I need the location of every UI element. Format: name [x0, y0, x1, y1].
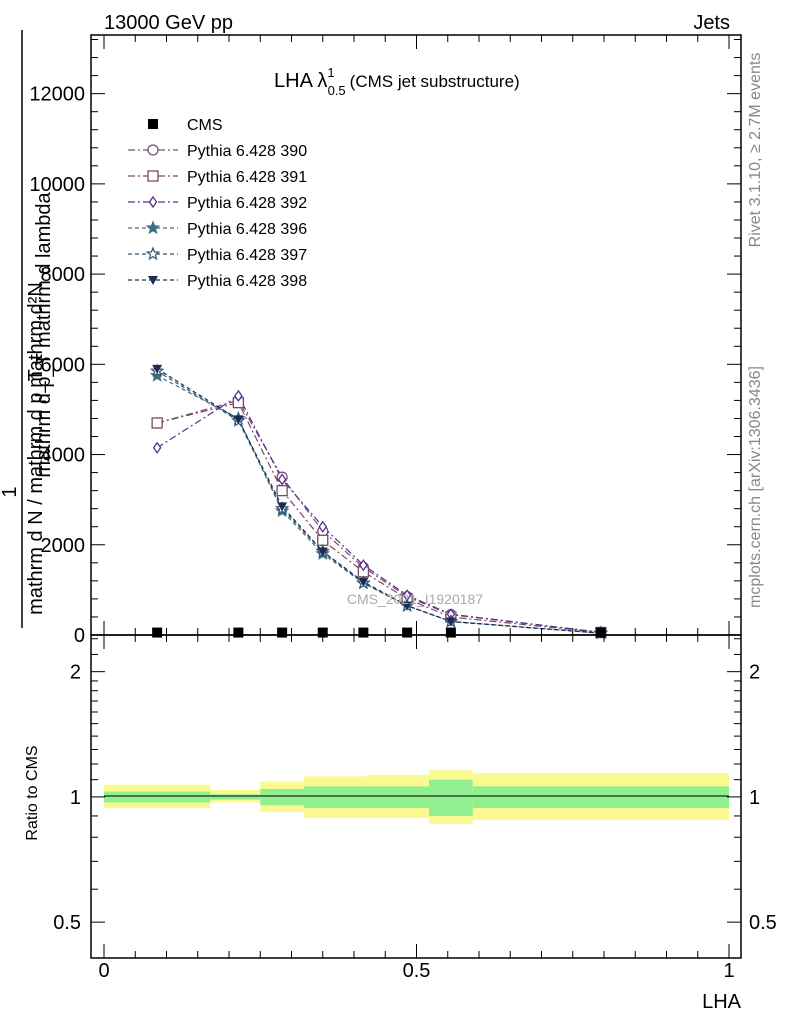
watermark: CMS_2021_I1920187 — [347, 591, 483, 607]
cms-point — [152, 627, 163, 638]
chart-title-main: LHA λ — [274, 70, 327, 92]
ratio-band-inner — [210, 794, 261, 800]
legend-item: Pythia 6.428 391 — [128, 169, 307, 186]
ratio-y-tick-label: 2 — [70, 662, 81, 684]
cms-point — [595, 627, 606, 638]
legend-marker — [147, 144, 159, 156]
header-left: 13000 GeV pp — [104, 12, 233, 34]
legend-item: Pythia 6.428 396 — [128, 220, 307, 238]
legend-marker — [148, 276, 158, 285]
ratio-y-tick-label: 1 — [70, 787, 81, 809]
series-3-point — [277, 473, 287, 486]
legend: CMS Pythia 6.428 390 Pythia 6.428 391 Pythi… — [128, 117, 307, 290]
ratio-y-tick-label-right: 0.5 — [749, 912, 777, 934]
y-tick-label: 0 — [74, 625, 85, 647]
series-6-point — [402, 601, 413, 611]
x-axis-label: LHA — [702, 991, 742, 1013]
series-line-4 — [156, 375, 601, 634]
main-panel-ticks: 0 2000 4000 6000 8000 10000 12000 — [29, 35, 741, 647]
cms-point — [277, 627, 288, 638]
ratio-y-tick-label: 0.5 — [53, 912, 81, 934]
legend-label: CMS — [187, 117, 223, 134]
y-tick-label: 10000 — [29, 174, 85, 196]
y-tick-label: 4000 — [41, 445, 86, 467]
legend-item: Pythia 6.428 390 — [128, 143, 307, 160]
ratio-band-inner — [104, 791, 211, 803]
cms-point — [358, 627, 369, 638]
header-right: Jets — [693, 12, 730, 34]
ratio-panel-frame — [90, 634, 742, 959]
chart-title-sup: 1 — [327, 65, 334, 80]
legend-label: Pythia 6.428 391 — [187, 169, 307, 186]
ratio-band-inner — [366, 786, 429, 809]
ratio-band-inner — [304, 786, 367, 809]
legend-item: Pythia 6.428 397 — [128, 246, 307, 264]
series-6-point — [233, 415, 244, 425]
series-6-point — [317, 547, 328, 557]
legend-item: Pythia 6.428 392 — [128, 195, 307, 212]
mcplots-label: mcplots.cern.ch [arXiv:1306.3436] — [747, 366, 764, 608]
y-label-frac-one: 1 — [0, 486, 21, 497]
ratio-bands — [104, 770, 729, 825]
series-3-point — [318, 520, 328, 533]
series-line-6 — [156, 368, 601, 634]
ratio-y-tick-label-right: 2 — [749, 662, 760, 684]
series-2-point — [151, 417, 163, 429]
cms-point — [317, 627, 328, 638]
ratio-panel: 0.5 0.5 1 1 2 2 0 0.5 1 Ratio to CMS LHA — [24, 634, 777, 1013]
y-label-numerator-top: mathrm d²N — [25, 282, 47, 388]
ratio-band-inner — [260, 788, 304, 806]
series-line-1 — [156, 399, 601, 633]
legend-marker — [148, 195, 158, 209]
series-2-point — [276, 484, 288, 497]
x-tick-label: 0.5 — [403, 960, 431, 982]
legend-label: Pythia 6.428 396 — [187, 221, 307, 238]
series-line-2 — [156, 402, 601, 634]
rivet-label: Rivet 3.1.10, ≥ 2.7M events — [747, 53, 764, 248]
legend-marker — [148, 119, 158, 129]
series-6-point — [358, 577, 369, 587]
legend-label: Pythia 6.428 390 — [187, 143, 307, 160]
series-6-point — [277, 502, 288, 512]
chart-title: LHA λ1 0.5 (CMS jet substructure) — [274, 65, 520, 98]
y-label-denominator: mathrm d N / mathrm d p_T — [25, 369, 47, 615]
cms-point — [233, 627, 244, 638]
legend-marker — [145, 246, 161, 261]
legend-item: CMS — [148, 117, 223, 134]
cms-point — [445, 627, 456, 638]
series-2-point — [317, 534, 329, 546]
ratio-panel-ticks: 0.5 0.5 1 1 2 2 0 0.5 1 — [53, 635, 777, 982]
y-label-numerator-bottom: mathrm d p_T mathrm d lambda — [33, 191, 55, 477]
y-tick-label: 6000 — [41, 354, 86, 376]
y-tick-label: 2000 — [41, 535, 86, 557]
ratio-band-inner — [472, 786, 729, 809]
series-line-3 — [156, 395, 601, 633]
series-6-point — [152, 364, 163, 374]
legend-label: Pythia 6.428 398 — [187, 273, 307, 290]
x-tick-label: 1 — [723, 960, 734, 982]
series-3-point — [359, 558, 368, 572]
chart-title-suffix: (CMS jet substructure) — [350, 72, 520, 91]
cms-point — [402, 627, 413, 638]
ratio-y-tick-label-right: 1 — [749, 787, 760, 809]
ratio-band-inner — [429, 779, 473, 816]
legend-item: Pythia 6.428 398 — [128, 273, 307, 290]
legend-label: Pythia 6.428 397 — [187, 247, 307, 264]
legend-marker — [145, 220, 161, 235]
y-tick-label: 8000 — [41, 264, 86, 286]
legend-marker — [147, 170, 159, 182]
legend-label: Pythia 6.428 392 — [187, 195, 307, 212]
ratio-y-label: Ratio to CMS — [24, 745, 41, 840]
series-6-point — [445, 617, 456, 627]
chart-title-sub: 0.5 — [328, 83, 346, 98]
main-panel-series — [149, 363, 609, 640]
series-4-point — [149, 367, 165, 382]
series-3-point — [234, 389, 243, 403]
main-panel: 0 2000 4000 6000 8000 10000 12000 CMS_2021_I19… — [0, 30, 742, 647]
x-tick-label: 0 — [98, 960, 109, 982]
series-3-point — [152, 441, 162, 454]
y-tick-label: 12000 — [29, 84, 85, 106]
